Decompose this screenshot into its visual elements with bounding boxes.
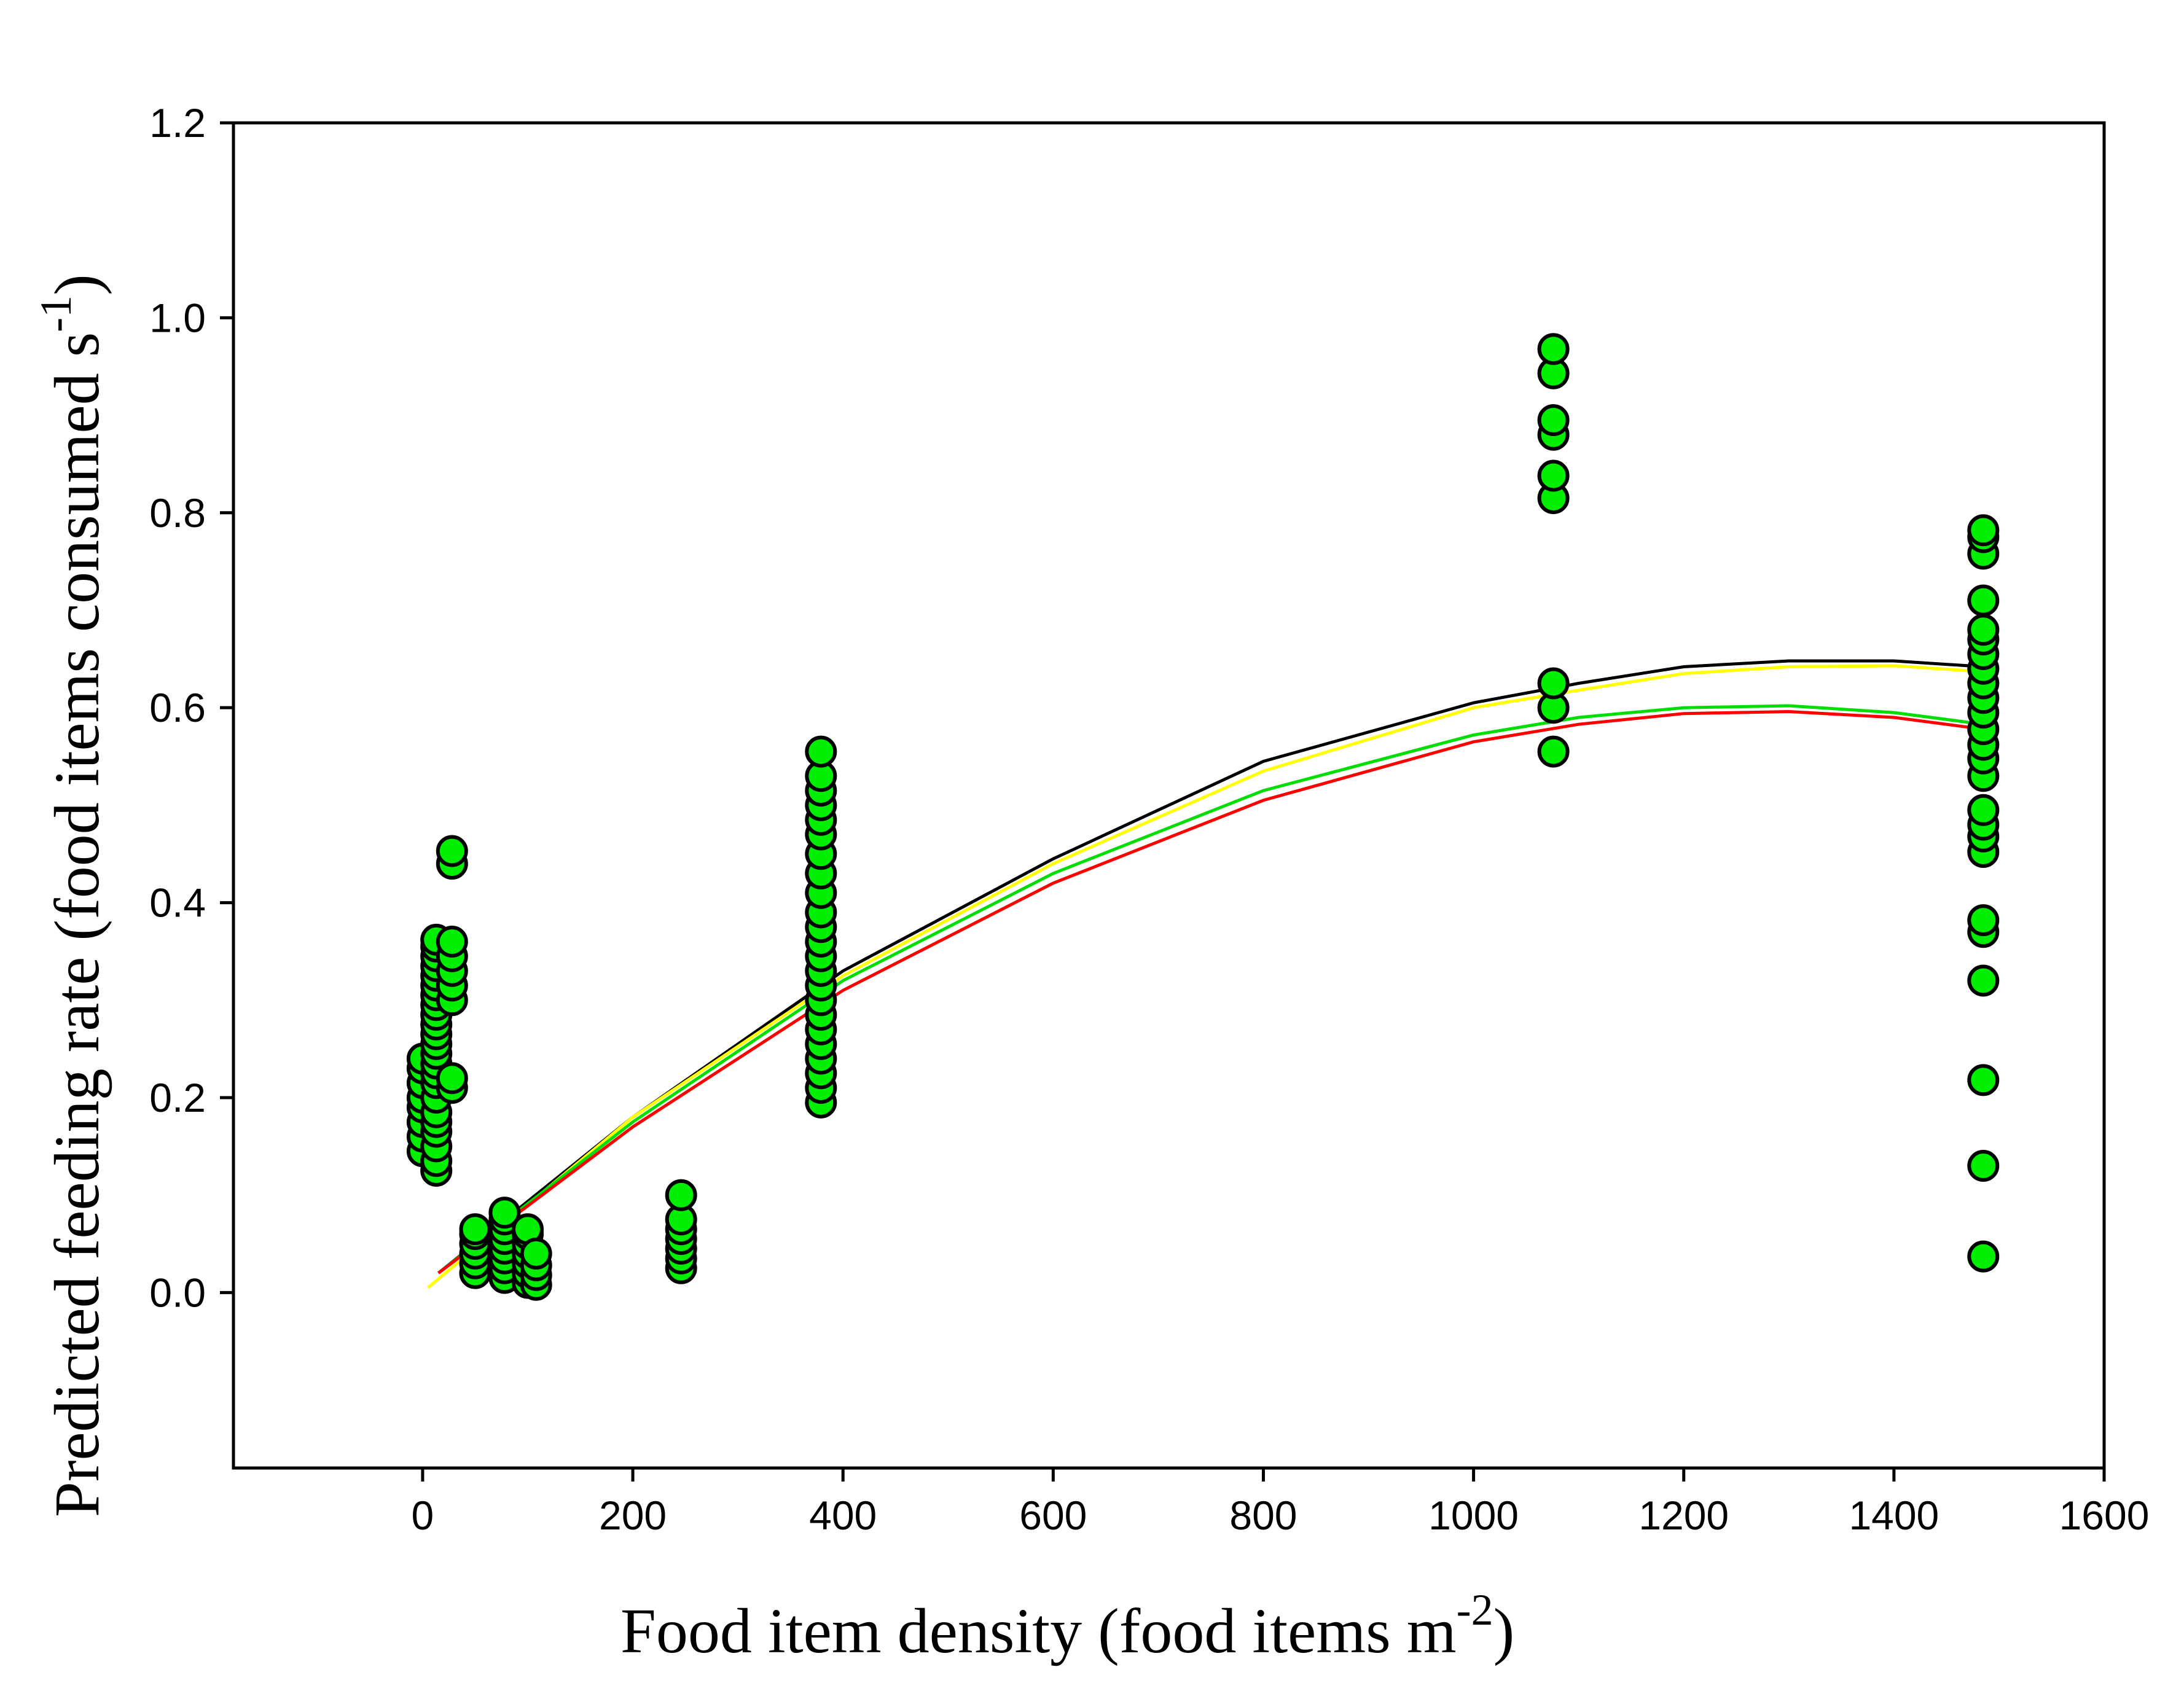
x-axis-ticks: 0 200 400 600 800 1000 1200 1400 1600 [412, 1468, 2150, 1538]
y-axis-title-main: Predicted feeding rate (food items consu… [42, 332, 112, 1517]
fitted-curves [426, 659, 1984, 1289]
data-point [1967, 794, 2000, 826]
y-tick-label: 0.0 [149, 1270, 206, 1315]
data-point [488, 1197, 521, 1229]
x-tick-label: 400 [809, 1493, 877, 1538]
x-axis-title: Food item density (food items m-2) [620, 1585, 1514, 1666]
data-point [1537, 459, 1570, 492]
fit-curve-red-curve [437, 709, 1984, 1275]
data-point [1537, 667, 1570, 700]
y-axis-ticks: 0.0 0.2 0.4 0.6 0.8 1.0 1.2 [149, 100, 233, 1315]
x-tick-label: 1400 [1849, 1493, 1939, 1538]
data-point [1967, 614, 2000, 646]
x-axis-title-superscript: -2 [1457, 1585, 1493, 1634]
data-point [805, 735, 837, 768]
fit-curve-yellow-curve [426, 664, 1984, 1289]
y-tick-label: 0.8 [149, 490, 206, 536]
y-tick-label: 1.0 [149, 295, 206, 340]
y-axis-title: Predicted feeding rate (food items consu… [31, 274, 112, 1517]
data-point [1967, 514, 2000, 547]
y-tick-label: 1.2 [149, 100, 206, 146]
y-axis-title-superscript: -1 [31, 295, 80, 332]
x-tick-label: 800 [1229, 1493, 1297, 1538]
y-tick-label: 0.2 [149, 1075, 206, 1120]
data-point [1967, 964, 2000, 997]
y-axis-title-close: ) [42, 274, 112, 295]
data-point [1967, 1150, 2000, 1182]
x-tick-label: 1000 [1428, 1493, 1519, 1538]
x-tick-label: 0 [412, 1493, 434, 1538]
data-points [406, 333, 2000, 1301]
x-tick-label: 1600 [2059, 1493, 2150, 1538]
data-point [1537, 735, 1570, 768]
data-point [1967, 904, 2000, 937]
fit-curve-green-curve [437, 704, 1984, 1275]
data-point [1967, 584, 2000, 617]
fit-curve-black-curve [437, 659, 1984, 1275]
data-point [1967, 1240, 2000, 1273]
data-point [436, 926, 468, 958]
data-point [520, 1237, 552, 1270]
x-tick-label: 600 [1019, 1493, 1087, 1538]
y-tick-label: 0.6 [149, 685, 206, 730]
data-point [436, 1062, 468, 1095]
plot-frame [232, 121, 2106, 1470]
data-point [1537, 333, 1570, 365]
x-axis-title-main: Food item density (food items m [620, 1596, 1457, 1666]
x-tick-label: 1200 [1638, 1493, 1729, 1538]
data-point [436, 835, 468, 867]
x-tick-label: 200 [599, 1493, 667, 1538]
data-point [459, 1213, 491, 1246]
y-tick-label: 0.4 [149, 880, 206, 926]
data-point [1537, 404, 1570, 436]
data-point [1967, 1064, 2000, 1096]
x-axis-title-close: ) [1493, 1596, 1515, 1666]
data-point [665, 1179, 697, 1211]
